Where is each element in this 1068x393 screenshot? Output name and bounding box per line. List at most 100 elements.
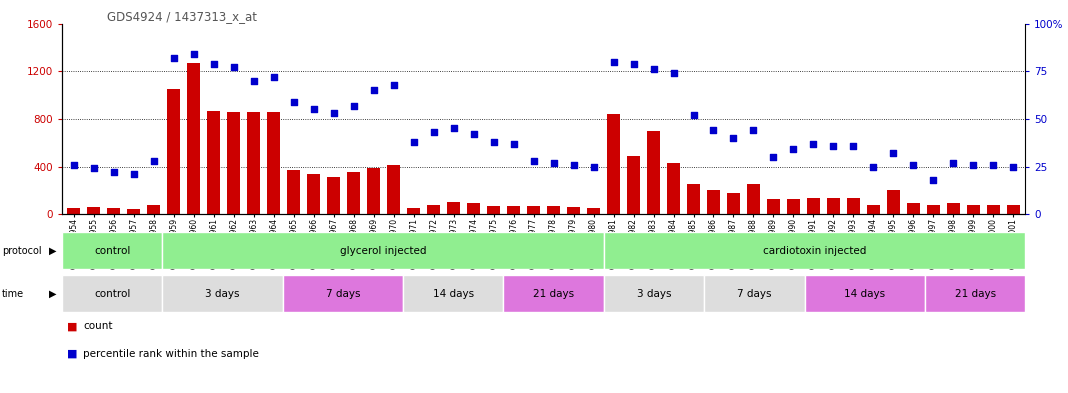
Point — [466, 131, 483, 137]
Bar — [927, 205, 940, 214]
Bar — [347, 173, 360, 214]
Point — [824, 142, 842, 149]
Bar — [627, 156, 640, 214]
Bar — [867, 205, 880, 214]
Text: 21 days: 21 days — [533, 289, 575, 299]
Bar — [327, 177, 341, 214]
Point — [705, 127, 722, 134]
Bar — [168, 89, 180, 214]
Bar — [704, 275, 804, 312]
Point — [1005, 163, 1022, 170]
Point — [985, 162, 1002, 168]
Text: percentile rank within the sample: percentile rank within the sample — [83, 349, 260, 359]
Bar — [227, 112, 240, 214]
Text: control: control — [94, 289, 130, 299]
Point — [305, 106, 323, 112]
Bar — [947, 204, 960, 214]
Point — [645, 66, 662, 72]
Point — [125, 171, 142, 177]
Bar — [407, 208, 420, 214]
Bar — [187, 63, 201, 214]
Bar — [1007, 205, 1020, 214]
Point — [445, 125, 462, 132]
Text: ▶: ▶ — [49, 289, 57, 299]
Point — [665, 70, 682, 76]
Bar — [547, 206, 560, 214]
Bar — [467, 204, 481, 214]
Point — [186, 51, 203, 57]
Point — [285, 99, 302, 105]
Bar — [587, 208, 600, 214]
Text: 7 days: 7 days — [326, 289, 360, 299]
Point — [845, 142, 862, 149]
Bar — [403, 275, 503, 312]
Point — [884, 150, 901, 156]
Point — [685, 112, 702, 118]
Bar — [503, 275, 603, 312]
Point — [945, 160, 962, 166]
Bar — [507, 206, 520, 214]
Point — [964, 162, 981, 168]
Bar — [127, 209, 140, 214]
Bar — [487, 206, 500, 214]
Bar — [727, 193, 740, 214]
Point — [485, 139, 502, 145]
Bar — [603, 232, 1025, 269]
Text: GDS4924 / 1437313_x_at: GDS4924 / 1437313_x_at — [107, 10, 256, 23]
Bar — [283, 275, 403, 312]
Text: 21 days: 21 days — [955, 289, 995, 299]
Bar — [603, 275, 704, 312]
Bar — [807, 198, 820, 214]
Point — [585, 163, 602, 170]
Point — [425, 129, 442, 135]
Bar — [248, 112, 261, 214]
Point — [265, 74, 282, 80]
Point — [166, 55, 183, 61]
Point — [865, 163, 882, 170]
Point — [326, 110, 343, 116]
Point — [65, 162, 82, 168]
Point — [85, 165, 103, 172]
Text: time: time — [2, 289, 25, 299]
Text: 14 days: 14 days — [433, 289, 474, 299]
Bar — [67, 208, 80, 214]
Point — [765, 154, 782, 160]
Bar — [528, 206, 540, 214]
Bar — [827, 198, 839, 214]
Point — [545, 160, 562, 166]
Text: count: count — [83, 321, 113, 331]
Bar — [388, 165, 400, 214]
Point — [145, 158, 162, 164]
Bar — [767, 199, 780, 214]
Text: glycerol injected: glycerol injected — [340, 246, 426, 255]
Bar — [886, 190, 900, 214]
Bar — [967, 205, 979, 214]
Text: ■: ■ — [67, 349, 78, 359]
Text: protocol: protocol — [2, 246, 42, 255]
Bar — [367, 168, 380, 214]
Bar — [567, 207, 580, 214]
Bar — [62, 275, 162, 312]
Text: control: control — [94, 246, 130, 255]
Bar — [287, 170, 300, 214]
Point — [905, 162, 922, 168]
Point — [505, 141, 522, 147]
Bar — [987, 205, 1000, 214]
Bar — [747, 184, 760, 214]
Bar — [162, 275, 283, 312]
Bar — [427, 205, 440, 214]
Point — [785, 146, 802, 152]
Point — [225, 64, 242, 71]
Bar — [668, 163, 680, 214]
Bar — [447, 202, 460, 214]
Bar — [108, 208, 121, 214]
Text: 7 days: 7 days — [737, 289, 771, 299]
Bar — [607, 114, 621, 214]
Text: cardiotoxin injected: cardiotoxin injected — [763, 246, 866, 255]
Text: 3 days: 3 days — [637, 289, 672, 299]
Bar — [707, 190, 720, 214]
Point — [604, 59, 622, 65]
Bar — [308, 174, 320, 214]
Text: ▶: ▶ — [49, 246, 57, 255]
Point — [106, 169, 123, 175]
